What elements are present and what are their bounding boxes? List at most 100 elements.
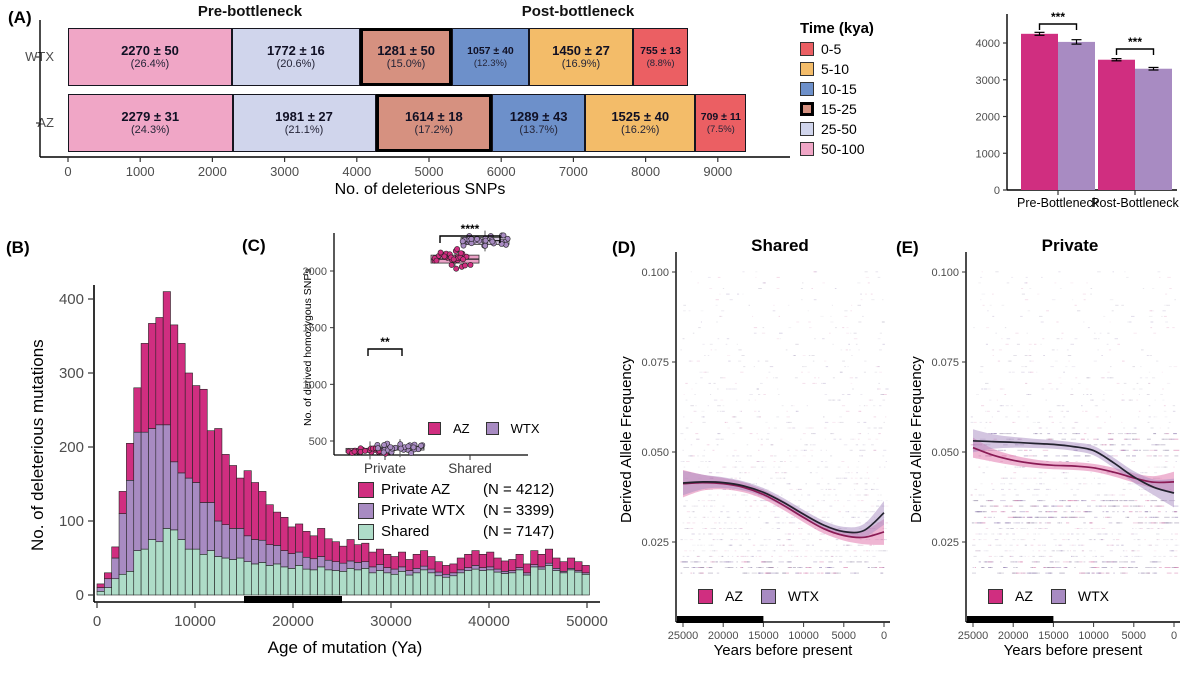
x-tick-6000: 6000 [486,164,516,179]
wtx-label: WTX [1077,588,1109,604]
svg-text:50000: 50000 [566,613,608,630]
svg-text:3000: 3000 [976,75,1000,87]
svg-text:30000: 30000 [370,613,412,630]
shared-swatch [358,523,374,540]
panel-a: (A) Pre-bottleneck Post-bottleneck WTX 22… [0,0,965,230]
panel-d-legend: AZ WTX [698,588,819,604]
segment-WTX-0-5: 755 ± 13 (8.8%) [633,28,688,86]
svg-text:25000: 25000 [958,630,989,642]
panel-e-legend: AZ WTX [988,588,1109,604]
svg-text:2000: 2000 [303,266,327,278]
panel-b-letter: (B) [6,238,30,257]
segment-WTX-5-10: 1450 ± 27 (16.9%) [528,28,634,86]
wtx-swatch [1050,588,1066,604]
svg-text:1000: 1000 [303,379,327,391]
segment-WTX-10-15: 1057 ± 40 (12.3%) [452,28,529,86]
svg-text:400: 400 [59,291,84,308]
svg-text:200: 200 [59,439,84,456]
panel-a-stacked-bars: WTX 2270 ± 50 (26.4%) 1772 ± 16 (20.6%) 1281 … [0,0,965,230]
shared-label: Shared [381,523,430,540]
segment-AZ-5-10: 1525 ± 40 (16.2%) [585,94,696,152]
x-tick-7000: 7000 [558,164,588,179]
svg-text:***: *** [1128,35,1142,49]
svg-text:Post-Bottleneck: Post-Bottleneck [1091,196,1179,210]
segment-AZ-50-100: 2279 ± 31 (24.3%) [68,94,233,152]
az-swatch [988,588,1003,604]
svg-text:10000: 10000 [174,613,216,630]
panel-b-histogram: 0 100 200 300 400 0 10000 20000 30000 40000 50000 [0,230,610,675]
az-label: AZ [1015,588,1033,604]
private-wtx-count: (N = 3399) [483,502,555,519]
panel-a-letter: (A) [8,8,32,27]
az-swatch [698,588,713,604]
time-legend-entry-10-15: 10-15 [800,81,874,97]
row-label-WTX: WTX [25,49,54,64]
svg-text:40000: 40000 [468,613,510,630]
svg-text:15000: 15000 [1038,630,1069,642]
svg-text:0: 0 [994,185,1000,197]
panel-a-summary-chart: No. of deleterious SNPs 0100020003000400… [965,0,1200,230]
row-label-AZ: AZ [37,115,54,130]
private-wtx-swatch [358,502,374,519]
legend-entry-shared: Shared (N = 7147) [358,523,554,540]
az-label: AZ [725,588,743,604]
wtx-label: WTX [510,421,540,436]
private-wtx-label: Private WTX [381,502,466,519]
segment-AZ-15-25: 1614 ± 18 (17.2%) [375,94,493,152]
x-tick-5000: 5000 [414,164,444,179]
svg-text:Shared: Shared [448,461,492,476]
panel-e-x-axis-title: Years before present [1003,642,1143,659]
svg-text:15000: 15000 [748,630,779,642]
panel-e-letter: (E) [896,238,919,257]
x-tick-9000: 9000 [703,164,733,179]
background-jitter [970,271,1180,574]
svg-text:0.075: 0.075 [931,357,959,369]
svg-text:5000: 5000 [1122,630,1146,642]
panel-c-plot: 500 1000 1500 2000 Private Shared ** **** [300,222,612,476]
legend-entry-private-wtx: Private WTX (N = 3399) [358,502,554,519]
svg-text:****: **** [461,222,480,236]
svg-text:0: 0 [881,630,887,642]
legend-entry-private-az: Private AZ (N = 4212) [358,481,554,498]
x-tick-2000: 2000 [197,164,227,179]
panel-b: (B) No. of deleterious mutations 0 100 200… [0,230,610,675]
svg-text:10000: 10000 [1078,630,1109,642]
private-az-count: (N = 4212) [483,481,555,498]
panel-e: (E) Private Derived Allele Frequency 0.1… [896,230,1190,675]
svg-text:0.050: 0.050 [641,447,669,459]
svg-text:0: 0 [76,587,84,604]
segment-WTX-50-100: 2270 ± 50 (26.4%) [68,28,232,86]
wtx-swatch [485,422,499,435]
svg-text:***: *** [1051,10,1065,24]
svg-text:500: 500 [309,436,327,448]
svg-text:0.100: 0.100 [931,267,959,279]
time-legend-entry-0-5: 0-5 [800,41,874,57]
panel-c-inset: No. of derived homozygous SNPs 500 1000 15… [300,222,612,476]
svg-text:1000: 1000 [976,148,1000,160]
svg-text:20000: 20000 [708,630,739,642]
panel-b-legend: Private AZ (N = 4212) Private WTX (N = 339… [358,477,554,540]
svg-text:0.025: 0.025 [931,537,959,549]
x-tick-4000: 4000 [342,164,372,179]
svg-text:Private: Private [364,461,406,476]
svg-text:0: 0 [1171,630,1177,642]
private-az-label: Private AZ [381,481,451,498]
x-tick-0: 0 [64,164,72,179]
panel-a-summary-plot: 0 1000 2000 3000 4000 Pre-Bottleneck *** Post-B… [965,0,1200,230]
shared-count: (N = 7147) [483,523,555,540]
az-swatch [428,422,441,435]
segment-AZ-0-5: 709 ± 11 (7.5%) [695,94,747,152]
svg-text:Pre-Bottleneck: Pre-Bottleneck [1017,196,1100,210]
segment-WTX-15-25: 1281 ± 50 (15.0%) [359,28,453,86]
svg-text:5000: 5000 [832,630,856,642]
svg-text:0.025: 0.025 [641,537,669,549]
private-az-swatch [358,481,374,498]
time-legend-entry-5-10: 5-10 [800,61,874,77]
svg-text:300: 300 [59,365,84,382]
panel-c-letter: (C) [242,236,266,255]
panel-d-plot: 0.100 0.075 0.050 0.025 25000 20000 15000 10000… [610,230,900,675]
time-legend-entry-50-100: 50-100 [800,141,874,157]
svg-text:0.100: 0.100 [641,267,669,279]
time-legend-title: Time (kya) [800,20,874,37]
